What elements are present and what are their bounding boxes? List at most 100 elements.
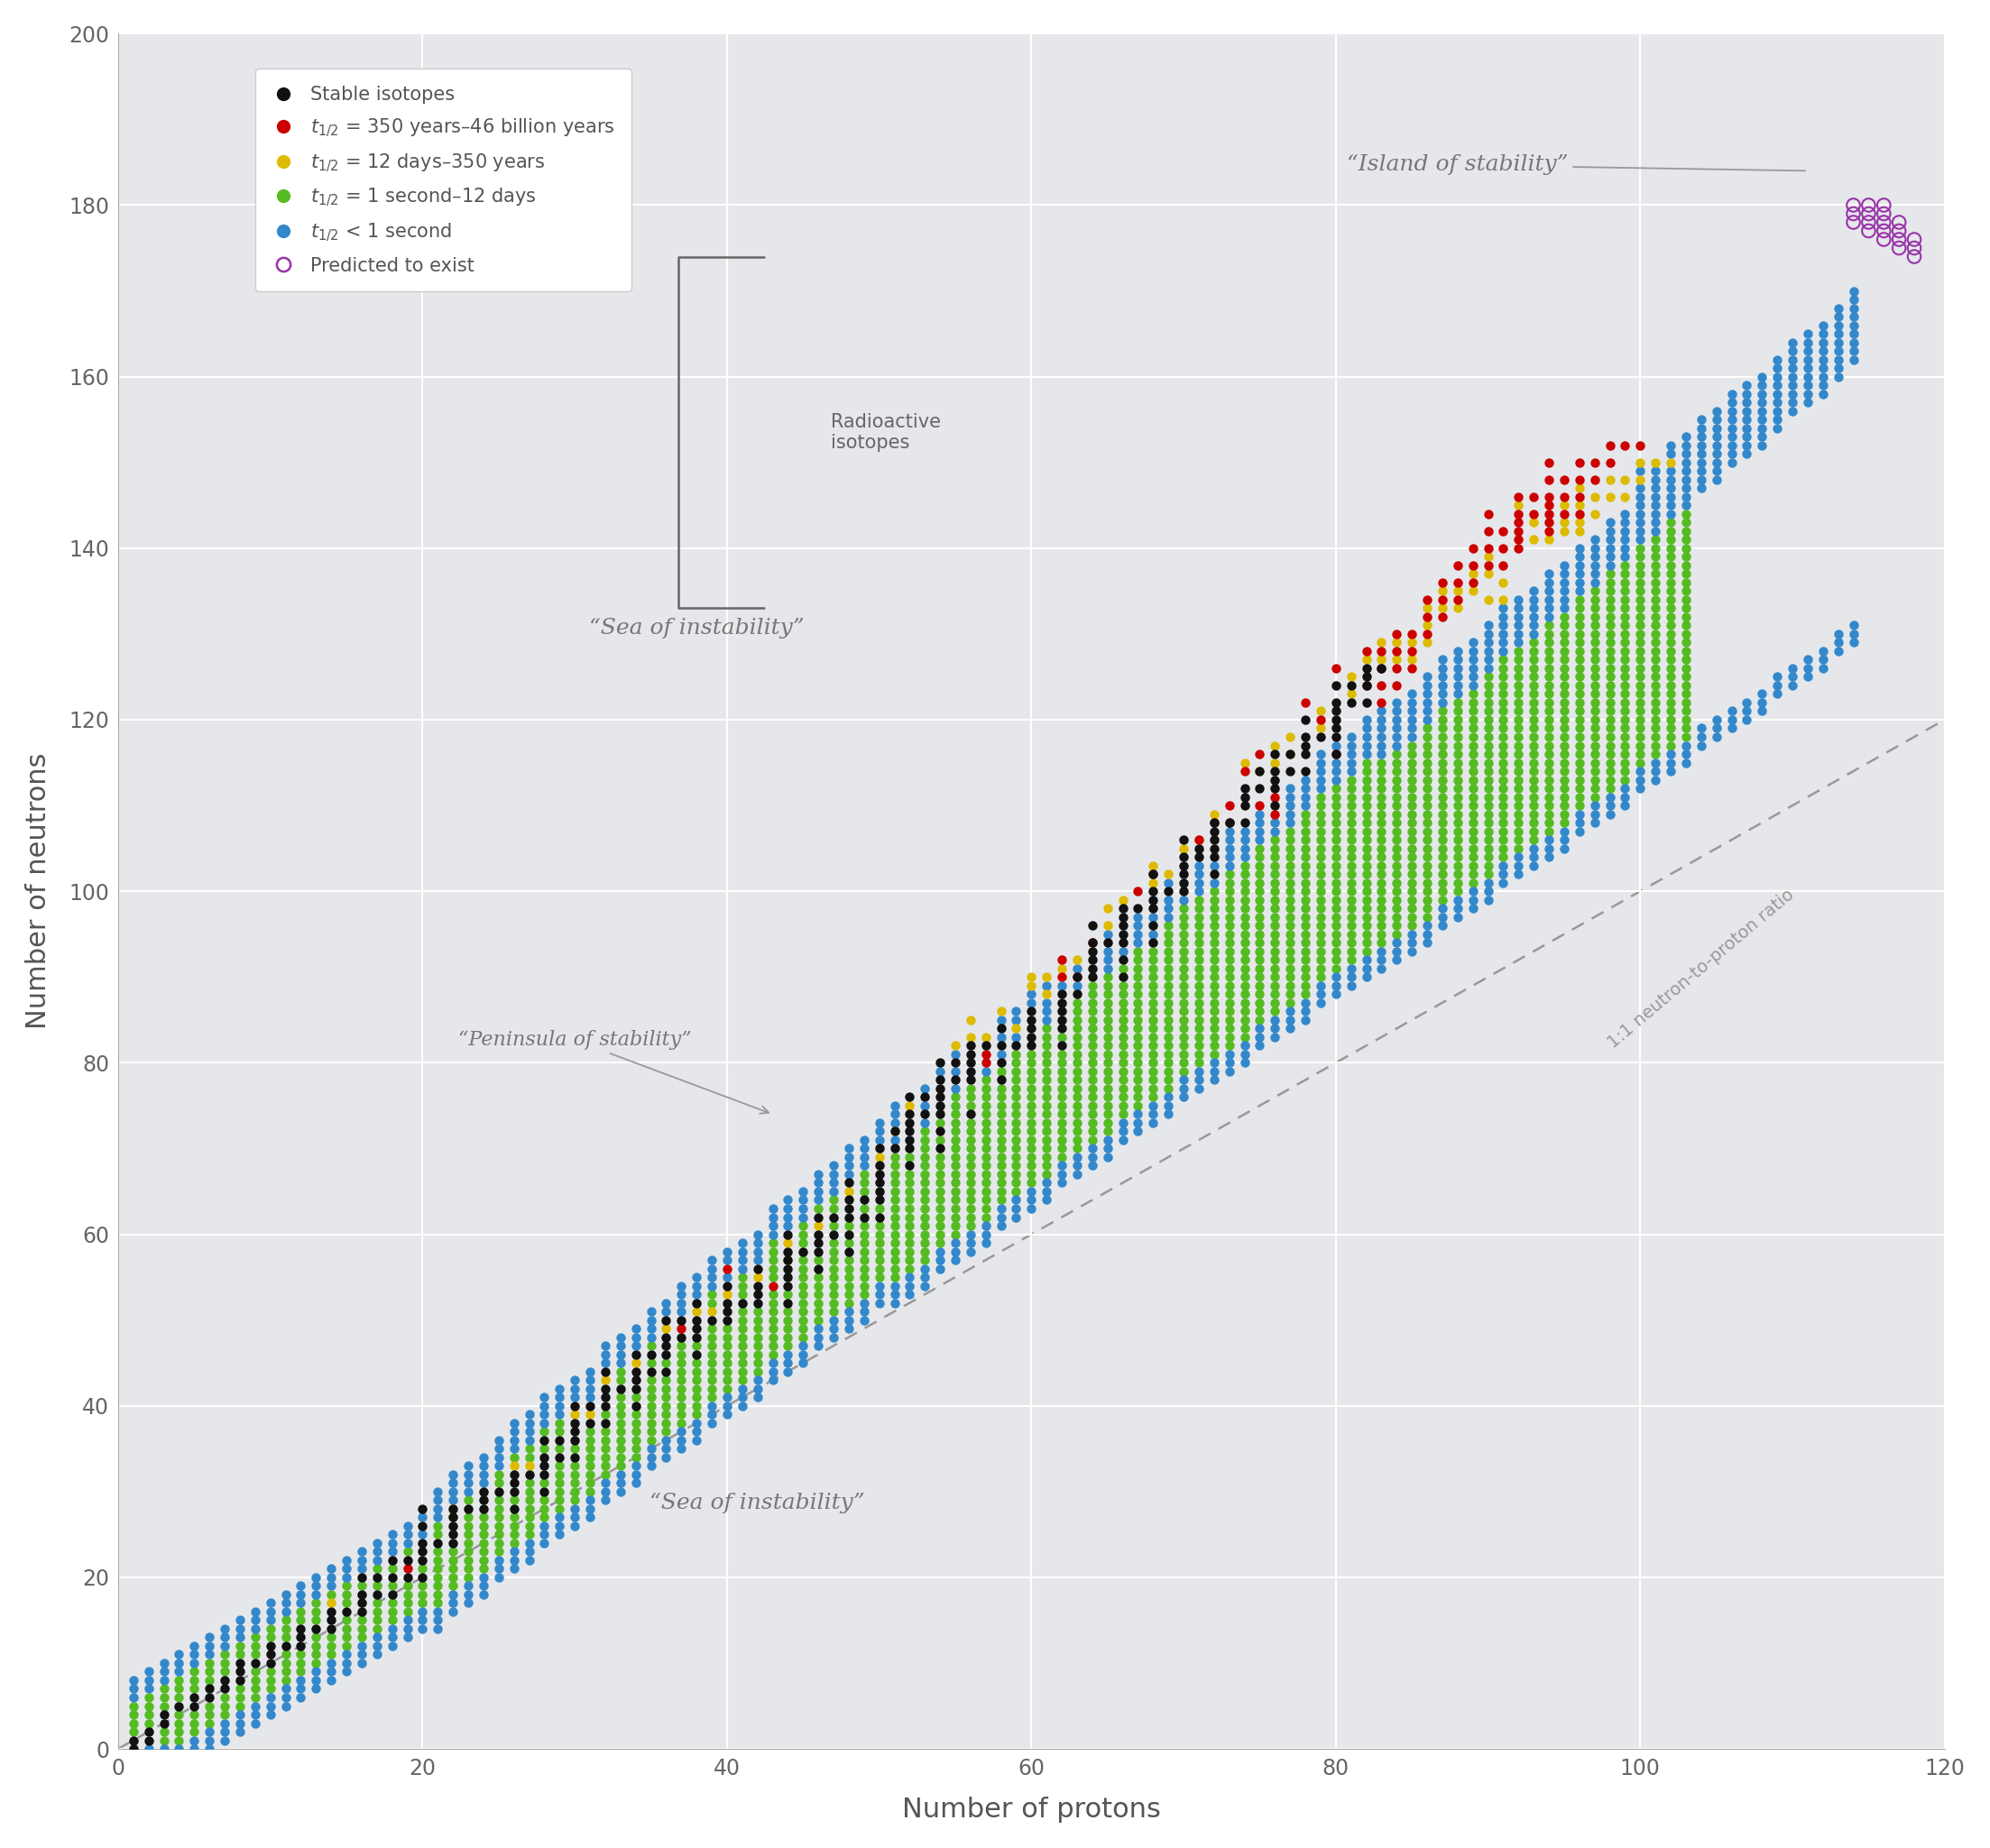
Point	[848, 1194, 880, 1223]
Point	[1106, 1074, 1138, 1103]
Point	[939, 1229, 971, 1258]
Point	[209, 1623, 241, 1652]
Point	[818, 1185, 850, 1214]
Point	[1807, 379, 1839, 408]
Point	[1274, 833, 1305, 863]
Point	[513, 1417, 545, 1447]
Point	[1319, 817, 1351, 846]
Point	[1093, 1116, 1124, 1146]
Point	[1853, 200, 1885, 229]
Point	[1656, 662, 1688, 691]
Point	[894, 1210, 925, 1240]
Point	[529, 1512, 561, 1541]
Point	[1290, 937, 1321, 967]
Point	[285, 1648, 316, 1678]
Point	[225, 1648, 257, 1678]
Point	[300, 1606, 332, 1635]
Point	[225, 1613, 257, 1643]
Point	[756, 1271, 788, 1301]
Point	[1136, 1100, 1168, 1129]
Point	[1290, 902, 1321, 931]
Point	[985, 1031, 1017, 1061]
Point	[1670, 730, 1701, 760]
Point	[1214, 808, 1246, 837]
Point	[1319, 782, 1351, 811]
Point	[1715, 405, 1747, 434]
Point	[969, 1116, 1001, 1146]
Point	[878, 1194, 909, 1223]
Point	[225, 1665, 257, 1695]
Point	[438, 1493, 470, 1523]
Point	[834, 1220, 866, 1249]
Point	[909, 1074, 941, 1103]
Point	[955, 1083, 987, 1112]
Point	[422, 1528, 454, 1558]
Point	[726, 1253, 758, 1283]
Point	[513, 1434, 545, 1464]
Point	[1411, 817, 1443, 846]
Point	[1518, 808, 1550, 837]
Point	[1610, 671, 1642, 700]
Point	[1182, 824, 1214, 854]
Point	[1015, 1005, 1047, 1035]
Point	[1427, 808, 1459, 837]
Point	[1381, 748, 1413, 778]
Point	[1047, 1022, 1079, 1052]
Point	[193, 1674, 225, 1704]
Point	[1518, 765, 1550, 795]
Point	[1427, 697, 1459, 726]
Point	[1701, 466, 1733, 495]
Point	[1548, 800, 1580, 830]
Point	[1457, 843, 1489, 872]
Point	[1532, 671, 1564, 700]
Point	[1381, 869, 1413, 898]
Point	[529, 1528, 561, 1558]
Point	[1502, 516, 1534, 545]
Point	[1487, 662, 1518, 691]
Point	[681, 1399, 712, 1429]
Point	[939, 1039, 971, 1068]
Point	[969, 1168, 1001, 1198]
Point	[909, 1125, 941, 1155]
Point	[726, 1262, 758, 1292]
Point	[1578, 765, 1610, 795]
Point	[1457, 824, 1489, 854]
Point	[1823, 310, 1855, 340]
Point	[1640, 602, 1672, 632]
Point	[1365, 876, 1397, 906]
Point	[665, 1331, 696, 1360]
Point	[1564, 756, 1596, 785]
Point	[1214, 869, 1246, 898]
Point	[330, 1545, 362, 1574]
Point	[1106, 937, 1138, 967]
Point	[484, 1554, 515, 1584]
Point	[392, 1563, 424, 1593]
Point	[1745, 687, 1777, 717]
Point	[788, 1349, 820, 1379]
Point	[1122, 1109, 1154, 1138]
Point	[1274, 739, 1305, 769]
Point	[1548, 610, 1580, 639]
Point	[392, 1538, 424, 1567]
Point	[1883, 207, 1914, 237]
Point	[1061, 1074, 1093, 1103]
Point	[1532, 577, 1564, 606]
Point	[1077, 1064, 1108, 1094]
Point	[878, 1125, 909, 1155]
Point	[543, 1512, 575, 1541]
Point	[1411, 902, 1443, 931]
Point	[1532, 808, 1564, 837]
Point	[1518, 704, 1550, 734]
Point	[1610, 628, 1642, 658]
Point	[1594, 482, 1626, 512]
Point	[969, 1031, 1001, 1061]
Point	[1745, 414, 1777, 444]
Point	[1152, 1100, 1184, 1129]
Point	[1351, 645, 1383, 675]
Point	[209, 1648, 241, 1678]
Point	[1260, 954, 1292, 983]
Point	[1473, 765, 1504, 795]
Point	[360, 1623, 392, 1652]
Point	[1656, 610, 1688, 639]
Point	[452, 1571, 484, 1600]
